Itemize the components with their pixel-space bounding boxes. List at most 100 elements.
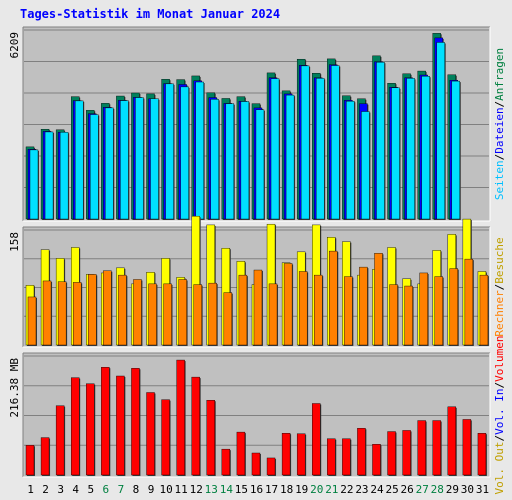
legend-label: /	[493, 435, 506, 442]
x-tick-label-day-19: 19	[295, 483, 308, 496]
bar-seiten-day-2	[44, 131, 54, 220]
legend-label: Besuche	[493, 237, 506, 283]
bar-volumen-day-8	[131, 368, 140, 476]
chart-title: Tages-Statistik im Monat Januar 2024	[20, 7, 281, 21]
panel-bottom-ymax-label: 216.38 MB	[8, 358, 21, 418]
x-tick-label-day-2: 2	[42, 483, 49, 496]
bar-volumen-day-19	[296, 433, 306, 476]
bar-seiten-day-29	[451, 80, 461, 220]
legend-label: /	[493, 101, 506, 108]
x-tick-label-day-29: 29	[446, 483, 459, 496]
bar-volumen-day-13	[206, 400, 215, 476]
bar-seiten-day-13	[210, 99, 219, 220]
bar-seiten-day-11	[180, 86, 189, 220]
bar-seiten-day-15	[240, 101, 250, 220]
bar-volumen-day-2	[40, 437, 50, 476]
x-tick-label-day-20: 20	[310, 483, 323, 496]
bar-rechner-day-8	[133, 279, 142, 346]
bar-rechner-day-22	[344, 276, 353, 346]
bar-seiten-day-23	[361, 111, 370, 220]
x-tick-label-day-11: 11	[175, 483, 188, 496]
legend-label: Vol. Out	[493, 441, 506, 494]
bar-rechner-day-11	[178, 279, 187, 346]
x-tick-label-day-17: 17	[265, 483, 278, 496]
bar-volumen-day-6	[101, 367, 110, 476]
bar-volumen-day-22	[342, 438, 351, 476]
x-tick-label-day-12: 12	[190, 483, 203, 496]
bar-seiten-day-10	[165, 83, 174, 220]
panel-mid-legend: Rechner/Besuche	[493, 237, 506, 336]
bar-volumen-day-16	[251, 452, 261, 476]
bar-rechner-day-9	[148, 283, 157, 346]
bar-rechner-day-19	[298, 271, 308, 346]
bar-volumen-day-27	[417, 420, 426, 476]
bar-seiten-day-7	[120, 100, 129, 220]
bar-rechner-day-17	[268, 283, 278, 346]
bar-volumen-day-26	[402, 430, 411, 476]
bar-rechner-day-1	[27, 296, 37, 346]
bar-volumen-day-3	[55, 405, 65, 476]
bar-volumen-day-15	[236, 431, 246, 476]
bar-volumen-day-12	[191, 376, 200, 476]
legend-label: Anfragen	[493, 48, 506, 101]
x-tick-label-day-4: 4	[72, 483, 79, 496]
panel-mid-ymax-label: 158	[8, 232, 21, 252]
bar-rechner-day-7	[118, 274, 127, 346]
legend-label: Volumen	[493, 336, 506, 382]
x-tick-label-day-26: 26	[401, 483, 414, 496]
x-tick-label-day-1: 1	[27, 483, 34, 496]
bar-volumen-day-18	[281, 433, 291, 476]
bar-seiten-day-26	[406, 78, 415, 220]
panel-bottom-legend: Vol. Out/Vol. In/Volumen	[493, 336, 506, 495]
x-tick-label-day-7: 7	[118, 483, 125, 496]
bar-volumen-day-30	[462, 419, 472, 476]
bar-volumen-day-31	[477, 433, 487, 476]
legend-label: /	[493, 382, 506, 389]
bar-rechner-day-28	[434, 276, 443, 346]
x-tick-label-day-31: 31	[476, 483, 489, 496]
bar-volumen-day-11	[176, 359, 185, 476]
legend-label: Rechner	[493, 290, 506, 337]
bar-rechner-day-31	[479, 274, 489, 346]
bar-rechner-day-2	[42, 280, 52, 346]
bar-rechner-day-21	[329, 250, 338, 346]
panel-top-legend: Seiten/Dateien/Anfragen	[493, 48, 506, 200]
bar-rechner-day-25	[389, 284, 398, 346]
bar-seiten-day-28	[436, 42, 445, 220]
bar-volumen-day-21	[327, 438, 336, 476]
x-tick-label-day-10: 10	[159, 483, 172, 496]
bar-rechner-day-6	[103, 270, 112, 346]
bar-seiten-day-6	[105, 107, 114, 220]
x-tick-label-day-14: 14	[220, 483, 234, 496]
x-tick-label-day-27: 27	[416, 483, 429, 496]
bar-seiten-day-12	[195, 81, 204, 220]
bar-rechner-day-29	[449, 268, 459, 346]
bar-seiten-day-16	[255, 109, 265, 220]
legend-label: Vol. In	[493, 389, 506, 435]
x-tick-label-day-30: 30	[461, 483, 474, 496]
legend-label: /	[493, 284, 506, 291]
bar-volumen-day-20	[312, 403, 321, 476]
bar-seiten-day-8	[135, 97, 144, 220]
bar-volumen-day-25	[387, 431, 396, 476]
x-tick-label-day-22: 22	[340, 483, 353, 496]
bar-seiten-day-20	[316, 78, 325, 220]
bar-rechner-day-26	[404, 285, 413, 346]
bar-volumen-day-1	[25, 445, 35, 476]
bar-rechner-day-24	[374, 253, 383, 346]
x-tick-label-day-18: 18	[280, 483, 293, 496]
bar-seiten-day-4	[74, 100, 84, 220]
x-tick-label-day-9: 9	[148, 483, 155, 496]
x-tick-label-day-5: 5	[87, 483, 94, 496]
bar-rechner-day-30	[464, 258, 474, 346]
x-tick-label-day-24: 24	[370, 483, 384, 496]
bar-volumen-day-5	[86, 383, 95, 476]
bar-rechner-day-13	[208, 282, 217, 346]
x-tick-label-day-8: 8	[133, 483, 140, 496]
bar-rechner-day-5	[88, 274, 97, 346]
x-tick-label-day-25: 25	[385, 483, 398, 496]
bar-volumen-day-4	[70, 377, 80, 476]
bar-rechner-day-27	[419, 272, 428, 346]
panel-top-ymax-label: 6209	[8, 32, 21, 59]
